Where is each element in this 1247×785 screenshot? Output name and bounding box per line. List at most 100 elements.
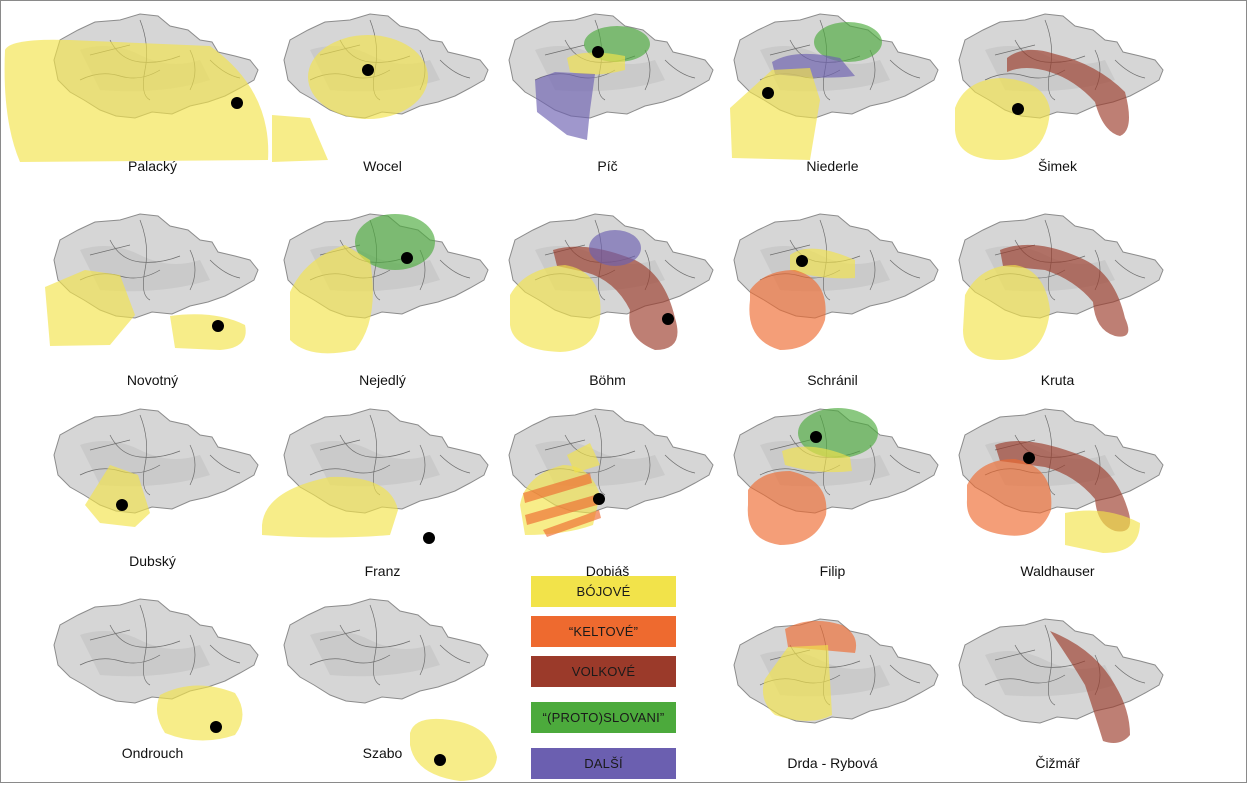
map-svg: [730, 13, 939, 160]
map-label: Waldhauser: [1020, 563, 1095, 579]
map-svg: [53, 408, 259, 527]
map-panel-bohm: Böhm: [495, 200, 720, 388]
map-panel-szabo: Szabo: [270, 585, 497, 781]
river-line: [1114, 259, 1146, 279]
river-line: [769, 244, 811, 256]
map-svg: [283, 598, 497, 781]
river-line: [644, 49, 651, 91]
region-bojove: [4, 39, 269, 162]
map-svg: [4, 13, 328, 162]
river-line: [419, 444, 426, 486]
river-line: [209, 454, 241, 474]
region-bojove: [272, 115, 328, 162]
river-line: [869, 444, 876, 486]
map-svg: [733, 213, 939, 350]
map-panel-franz: Franz: [262, 395, 495, 579]
location-dot: [401, 252, 413, 264]
river-line: [869, 654, 876, 696]
map-panel-drda-rybova: Drda - Rybová: [720, 605, 945, 785]
river-line: [319, 439, 361, 451]
region-volkove: [1000, 244, 1129, 337]
map-svg: [733, 408, 939, 545]
region-bojove: [567, 52, 625, 75]
map-panel-cizmar: Čižmář: [945, 605, 1170, 785]
map-label: Píč: [597, 158, 618, 174]
river-line: [189, 634, 196, 676]
river-line: [664, 259, 696, 279]
legend-item-protoslovani: “(PROTO)SLOVANI”: [531, 702, 676, 733]
map-label: Nejedlý: [359, 372, 406, 388]
map-label: Ondrouch: [121, 745, 184, 761]
river-line: [439, 59, 471, 79]
map-svg: [958, 618, 1164, 743]
legend-item-bojove: BÓJOVÉ: [531, 576, 676, 607]
map-svg: [958, 408, 1164, 553]
region-keltove: [523, 473, 592, 503]
region-protoslovani: [798, 408, 878, 458]
river-line: [439, 644, 471, 664]
river-line: [984, 69, 1066, 81]
region-keltove: [785, 620, 857, 653]
region-protoslovani: [814, 22, 882, 62]
map-label: Šimek: [1038, 158, 1077, 174]
legend-label-volkove: VOLKOVÉ: [571, 664, 636, 679]
map-svg: [508, 213, 714, 352]
river-line: [769, 44, 811, 56]
map-panel-filip: Filip: [720, 395, 945, 579]
region-dalsi: [589, 230, 641, 266]
map-panel-pic: Píč: [495, 0, 720, 180]
location-dot: [1012, 103, 1024, 115]
river-line: [339, 624, 411, 648]
map-label: Wocel: [363, 158, 402, 174]
river-line: [889, 259, 921, 279]
region-keltove: [749, 270, 826, 350]
map-label: Szabo: [362, 745, 403, 761]
map-label: Dobiáš: [585, 563, 630, 579]
map-panel-kruta: Kruta: [945, 200, 1170, 388]
legend-item-keltove: “KELTOVÉ”: [531, 616, 676, 647]
location-dot: [231, 97, 243, 109]
river-line: [869, 249, 876, 291]
location-dot: [210, 721, 222, 733]
map-panel-palacky: Palacký: [4, 0, 328, 180]
map-svg: [45, 213, 259, 350]
region-bojove: [730, 68, 820, 160]
region-bojove: [410, 718, 497, 781]
region-volkove: [553, 246, 678, 350]
map-label: Dubský: [129, 553, 176, 569]
location-dot: [810, 431, 822, 443]
river-line: [1114, 664, 1146, 684]
legend-label-protoslovani: “(PROTO)SLOVANI”: [542, 710, 665, 725]
region-bojove: [782, 446, 852, 473]
map-panel-niederle: Niederle: [720, 0, 945, 180]
river-line: [139, 219, 151, 301]
legend-item-dalsi: DALŠÍ: [531, 748, 676, 779]
river-line: [664, 59, 696, 79]
river-line: [544, 439, 586, 451]
location-dot: [593, 493, 605, 505]
region-bojove: [567, 443, 600, 473]
map-label: Franz: [364, 563, 401, 579]
legend-label-dalsi: DALŠÍ: [584, 756, 623, 771]
river-line: [89, 629, 131, 641]
map-label: Čižmář: [1035, 755, 1080, 771]
river-line: [139, 604, 151, 686]
location-dot: [212, 320, 224, 332]
region-bojove: [290, 245, 373, 354]
map-panel-waldhauser: Waldhauser: [945, 395, 1170, 579]
river-line: [79, 654, 161, 666]
river-line: [1114, 59, 1146, 79]
map-label: Niederle: [806, 158, 859, 174]
region-bojove: [45, 270, 135, 346]
river-line: [189, 249, 196, 291]
map-svg: [508, 408, 714, 537]
river-line: [209, 259, 241, 279]
river-line: [889, 454, 921, 474]
region-bojove: [85, 465, 150, 527]
river-line: [994, 649, 1036, 661]
map-svg: [955, 13, 1164, 160]
map-label: Novotný: [126, 372, 179, 388]
river-line: [109, 239, 181, 263]
region-keltove: [966, 459, 1052, 536]
river-line: [139, 414, 151, 496]
